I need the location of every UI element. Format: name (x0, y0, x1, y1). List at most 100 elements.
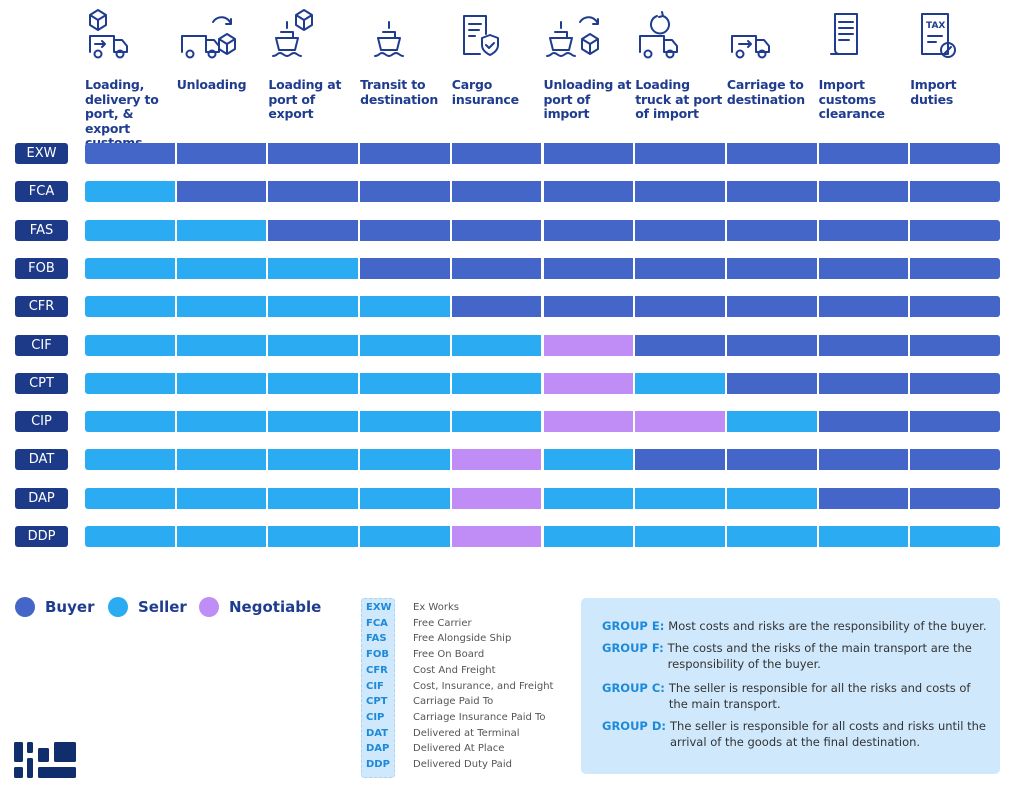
cell-buyer (360, 257, 450, 279)
truck-unload-icon (180, 16, 236, 59)
cell-seller (268, 411, 359, 433)
abbreviation-name: Delivered at Terminal (413, 727, 520, 739)
cell-buyer (910, 296, 1000, 318)
box-truck-icon (89, 9, 128, 59)
cell-seller (268, 487, 359, 509)
cell-buyer (726, 143, 817, 164)
group-text: The costs and the risks of the main tran… (667, 641, 972, 671)
cell-buyer (818, 334, 909, 356)
cell-buyer (451, 296, 542, 318)
cell-buyer (818, 219, 909, 241)
cell-buyer (726, 181, 817, 203)
column-header: Loading truck at port of import (635, 8, 727, 122)
cell-seller (176, 372, 267, 394)
cell-buyer (268, 181, 359, 203)
abbreviation-item: CPT Carriage Paid To (366, 694, 493, 710)
cell-seller (85, 257, 175, 279)
cell-seller (85, 334, 175, 356)
cell-seller (268, 449, 359, 471)
cell-seller (360, 449, 450, 471)
column-label: Import customs clearance (818, 77, 885, 121)
cell-seller (176, 449, 267, 471)
cell-buyer (910, 257, 1000, 279)
cell-negotiable (543, 372, 634, 394)
term-label: DDP (15, 526, 68, 547)
truck-arrow-icon (730, 35, 770, 59)
scroll-icon (829, 13, 858, 55)
term-row-fca: FCA (15, 181, 1002, 203)
cell-seller (268, 334, 359, 356)
cell-buyer (910, 372, 1000, 394)
legend-seller: Seller (108, 597, 187, 617)
cell-buyer (818, 487, 909, 509)
cell-seller (85, 449, 175, 471)
cell-buyer (818, 296, 909, 318)
tax-document-icon: TAX (921, 13, 957, 58)
group-description: GROUP F: The costs and the risks of the m… (602, 640, 992, 672)
cell-buyer (635, 257, 725, 279)
abbreviation-name: Delivered Duty Paid (413, 759, 512, 770)
cell-negotiable (451, 449, 542, 471)
column-label: Carriage to destination (726, 77, 805, 107)
term-label: EXW (15, 143, 68, 164)
cell-buyer (818, 372, 909, 394)
abbreviation-item: DDP Delivered Duty Paid (366, 757, 512, 773)
cell-seller (176, 334, 267, 356)
abbreviation-item: EXW Ex Works (366, 600, 459, 616)
ship-icon (374, 21, 405, 57)
cell-buyer (910, 411, 1000, 433)
cell-negotiable (635, 411, 725, 433)
abbreviation-code: DDP (366, 759, 390, 770)
abbreviation-name: Delivered At Place (413, 743, 505, 755)
cell-buyer (910, 219, 1000, 241)
cell-buyer (268, 143, 359, 164)
cell-seller (543, 449, 634, 471)
cell-seller (176, 411, 267, 433)
cell-buyer (451, 257, 542, 279)
cell-negotiable (543, 411, 634, 433)
cell-buyer (451, 219, 542, 241)
column-label: Loading, delivery to port, & export cust… (85, 77, 159, 149)
cell-buyer (635, 296, 725, 318)
cell-seller (635, 372, 725, 394)
cell-buyer (910, 143, 1000, 164)
group-key: GROUP C: (602, 681, 665, 695)
abbreviation-name: Free Alongside Ship (413, 633, 512, 645)
cell-buyer (360, 219, 450, 241)
cell-seller (85, 296, 175, 318)
cell-seller (726, 526, 817, 547)
cell-buyer (726, 219, 817, 241)
cell-seller (176, 526, 267, 547)
abbreviation-name: Carriage Paid To (413, 696, 494, 708)
term-label: CPT (15, 372, 68, 394)
cell-buyer (818, 449, 909, 471)
abbreviation-item: CIF Cost, Insurance, and Freight (366, 679, 553, 695)
cell-seller (451, 411, 542, 433)
abbreviation-item: CFR Cost And Freight (366, 663, 496, 679)
cell-seller (85, 411, 175, 433)
term-label: DAT (15, 449, 68, 471)
abbreviation-code: EXW (366, 602, 392, 613)
legend-negotiable: Negotiable (199, 597, 321, 617)
cell-seller (818, 526, 909, 547)
group-text: Most costs and risks are the responsibil… (668, 619, 987, 633)
abbreviation-code: CIF (366, 680, 384, 692)
column-label: Cargo insurance (451, 77, 519, 107)
abbreviation-item: FCA Free Carrier (366, 616, 472, 632)
legend-buyer: Buyer (15, 597, 94, 617)
column-label: Transit to destination (360, 77, 439, 107)
cell-seller (176, 257, 267, 279)
cell-seller (85, 181, 175, 203)
abbreviation-code: CIP (366, 711, 385, 723)
term-row-cfr: CFR (15, 296, 1002, 318)
abbreviation-code: DAT (366, 727, 389, 739)
cell-seller (451, 334, 542, 356)
cell-buyer (360, 181, 450, 203)
cell-buyer (635, 181, 725, 203)
cell-buyer (635, 219, 725, 241)
cell-negotiable (451, 526, 542, 547)
term-row-dat: DAT (15, 449, 1002, 471)
abbreviation-name: Carriage Insurance Paid To (413, 711, 546, 723)
column-label: Loading truck at port of import (635, 77, 723, 121)
